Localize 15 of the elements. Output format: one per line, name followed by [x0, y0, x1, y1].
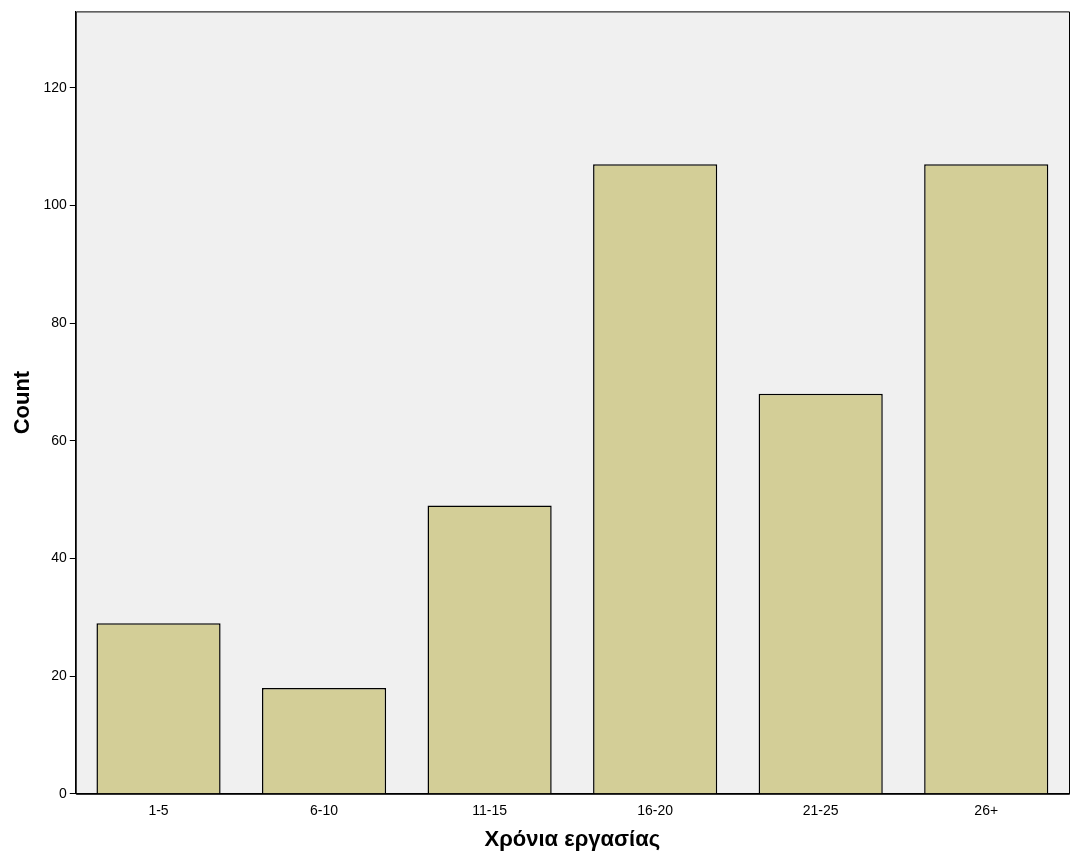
- x-tick-label: 16-20: [637, 802, 674, 819]
- x-tick-label: 11-15: [472, 802, 508, 819]
- x-tick-label: 26+: [974, 802, 999, 819]
- y-tick-label: 20: [51, 667, 67, 684]
- x-axis-title: Χρόνια εργασίας: [484, 825, 661, 851]
- y-tick-label: 80: [51, 314, 67, 331]
- y-tick-label: 120: [43, 78, 67, 95]
- x-tick-label: 1-5: [148, 802, 169, 819]
- x-tick-label: 21-25: [802, 802, 839, 819]
- y-tick-label: 100: [43, 196, 67, 213]
- y-axis-title: Count: [9, 370, 35, 435]
- x-tick-label: 6-10: [310, 802, 339, 819]
- y-tick-label: 0: [58, 784, 67, 801]
- y-tick-label: 40: [51, 549, 67, 566]
- y-tick-label: 60: [51, 431, 67, 448]
